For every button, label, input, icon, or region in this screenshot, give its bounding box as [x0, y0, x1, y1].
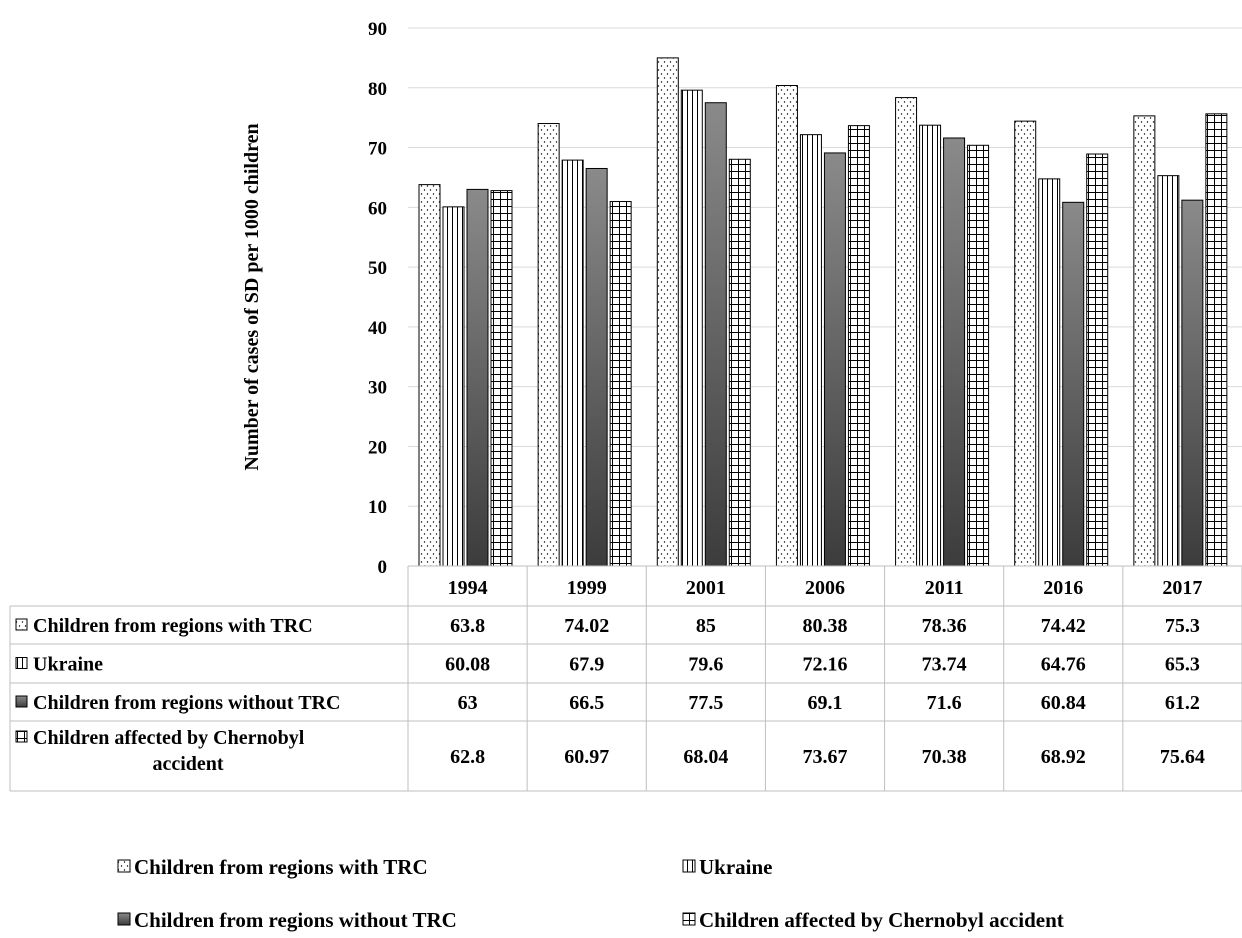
table-value: 74.42 [1041, 615, 1086, 637]
bar [728, 158, 751, 567]
bar [919, 124, 942, 567]
legend-label: Ukraine [699, 855, 773, 879]
table-value: 64.76 [1041, 654, 1086, 676]
table-key-swatch [15, 618, 28, 631]
x-category-label: 1999 [567, 577, 607, 599]
bar [704, 102, 727, 567]
y-tick-label: 50 [368, 258, 387, 279]
bar [967, 144, 990, 567]
bar [561, 159, 584, 567]
table-value: 67.9 [569, 654, 604, 676]
table-value: 60.08 [445, 654, 490, 676]
bar [418, 184, 441, 567]
table-value: 68.04 [683, 746, 728, 768]
table-value: 75.3 [1165, 615, 1200, 637]
bar [490, 190, 513, 567]
bar [1086, 153, 1109, 567]
y-tick-label: 80 [368, 79, 387, 100]
table-row-label: Children affected by Chernobyl [33, 727, 305, 749]
bar [943, 137, 966, 567]
bar [466, 188, 489, 567]
x-category-label: 2011 [925, 577, 964, 599]
table-row-label: Children from regions with TRC [33, 615, 313, 637]
legend-swatch [682, 912, 696, 926]
table-value: 68.92 [1041, 746, 1086, 768]
table-row-label: Children from regions without TRC [33, 692, 340, 714]
table-value: 63 [458, 692, 478, 714]
bar [1133, 115, 1156, 567]
table-value: 79.6 [688, 654, 723, 676]
table-key-swatch [15, 730, 28, 743]
bar [775, 85, 798, 567]
legend-swatch [682, 859, 696, 873]
bar [1038, 178, 1061, 567]
table-value: 73.74 [922, 654, 967, 676]
table-row-label: Ukraine [33, 654, 103, 676]
bar [656, 57, 679, 567]
bar [1157, 175, 1180, 567]
y-tick-label: 10 [368, 497, 387, 518]
y-tick-label: 90 [368, 19, 387, 40]
table-value: 85 [696, 615, 716, 637]
y-tick-label: 0 [378, 557, 388, 578]
bar [1205, 113, 1228, 567]
table-value: 60.97 [564, 746, 609, 768]
bar [1181, 199, 1204, 567]
x-category-label: 2006 [805, 577, 845, 599]
table-value: 69.1 [808, 692, 843, 714]
table-value: 74.02 [564, 615, 609, 637]
bar [680, 89, 703, 567]
table-value: 70.38 [922, 746, 967, 768]
table-value: 61.2 [1165, 692, 1200, 714]
legend-label: Children from regions with TRC [134, 855, 428, 879]
y-tick-label: 60 [368, 198, 387, 219]
y-tick-label: 70 [368, 139, 387, 160]
table-value: 77.5 [688, 692, 723, 714]
legend-swatch [117, 912, 131, 926]
bar [799, 134, 822, 567]
y-tick-label: 20 [368, 437, 387, 458]
table-value: 65.3 [1165, 654, 1200, 676]
x-category-label: 2017 [1162, 577, 1202, 599]
table-value: 66.5 [569, 692, 604, 714]
x-category-label: 2016 [1043, 577, 1083, 599]
table-value: 80.38 [803, 615, 848, 637]
table-key-swatch [15, 695, 28, 708]
bar [537, 123, 560, 567]
table-value: 72.16 [803, 654, 848, 676]
y-tick-label: 40 [368, 318, 387, 339]
y-tick-label: 30 [368, 378, 387, 399]
y-axis-title: Number of cases of SD per 1000 children [241, 123, 263, 470]
x-category-label: 2001 [686, 577, 726, 599]
table-value: 63.8 [450, 615, 485, 637]
legend-label: Children from regions without TRC [134, 908, 457, 932]
table-value: 60.84 [1041, 692, 1086, 714]
bar [847, 125, 870, 567]
bar [442, 206, 465, 567]
legend-label: Children affected by Chernobyl accident [699, 908, 1064, 932]
bar [1062, 201, 1085, 567]
x-category-label: 1994 [448, 577, 488, 599]
bar [823, 152, 846, 567]
table-row-label: accident [152, 753, 223, 775]
table-value: 71.6 [927, 692, 962, 714]
table-value: 62.8 [450, 746, 485, 768]
bar [895, 97, 918, 567]
legend-swatch [117, 859, 131, 873]
table-value: 78.36 [922, 615, 967, 637]
bar [609, 201, 632, 567]
bar [585, 167, 608, 567]
table-value: 75.64 [1160, 746, 1205, 768]
bar [1014, 120, 1037, 567]
table-value: 73.67 [803, 746, 848, 768]
table-key-swatch [15, 657, 28, 669]
